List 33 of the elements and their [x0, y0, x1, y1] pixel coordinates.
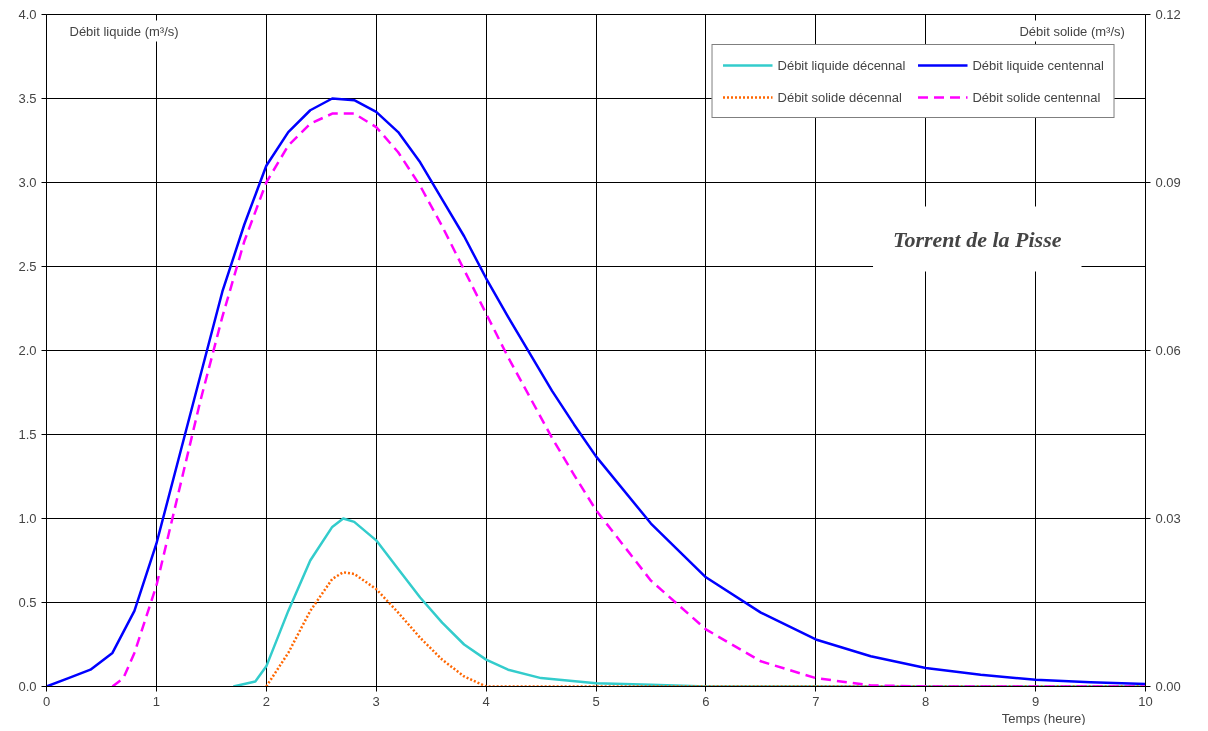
y-tick-label: 3.5	[18, 91, 37, 106]
x-tick-label: 5	[592, 693, 600, 709]
x-tick-label: 7	[812, 693, 820, 709]
legend-label: Débit solide centennal	[972, 89, 1101, 105]
x-tick-label: 2	[262, 693, 270, 709]
y-tick-label: 1.5	[18, 427, 37, 442]
x-tick-label: 9	[1031, 693, 1040, 709]
x-tick-label: 1	[152, 693, 161, 709]
x-tick-label: 6	[702, 693, 710, 709]
y-tick-label: 0.5	[18, 595, 37, 610]
x-tick-label: 4	[482, 693, 490, 709]
legend-label: Débit liquide centennal	[972, 57, 1104, 73]
x-tick-label: 10	[1138, 693, 1153, 709]
y-tick-label: 4.0	[18, 7, 37, 22]
y-tick-label: 3.0	[18, 175, 37, 190]
y2-tick-label: 0.03	[1155, 511, 1181, 526]
y2-tick-label: 0.09	[1155, 175, 1181, 190]
legend-label: Débit solide décennal	[777, 89, 902, 105]
annotation: Torrent de la Pisse	[893, 226, 1062, 252]
y-tick-label: 2.5	[18, 259, 37, 274]
y-tick-label: 1.0	[18, 511, 37, 526]
y-tick-label: 0.0	[18, 679, 37, 694]
legend-label: Débit liquide décennal	[777, 57, 906, 73]
x-tick-label: 3	[372, 693, 380, 709]
y2-tick-label: 0.12	[1155, 7, 1181, 22]
y2-tick-label: 0.06	[1155, 343, 1181, 358]
y-tick-label: 2.0	[18, 343, 37, 358]
y2-axis-title: Débit solide (m³/s)	[1019, 23, 1125, 39]
x-axis-title: Temps (heure)	[1001, 710, 1086, 726]
y-axis-title: Débit liquide (m³/s)	[69, 23, 179, 39]
x-tick-label: 8	[922, 693, 930, 709]
x-tick-label: 0	[42, 693, 51, 709]
y2-tick-label: 0.00	[1155, 679, 1181, 694]
